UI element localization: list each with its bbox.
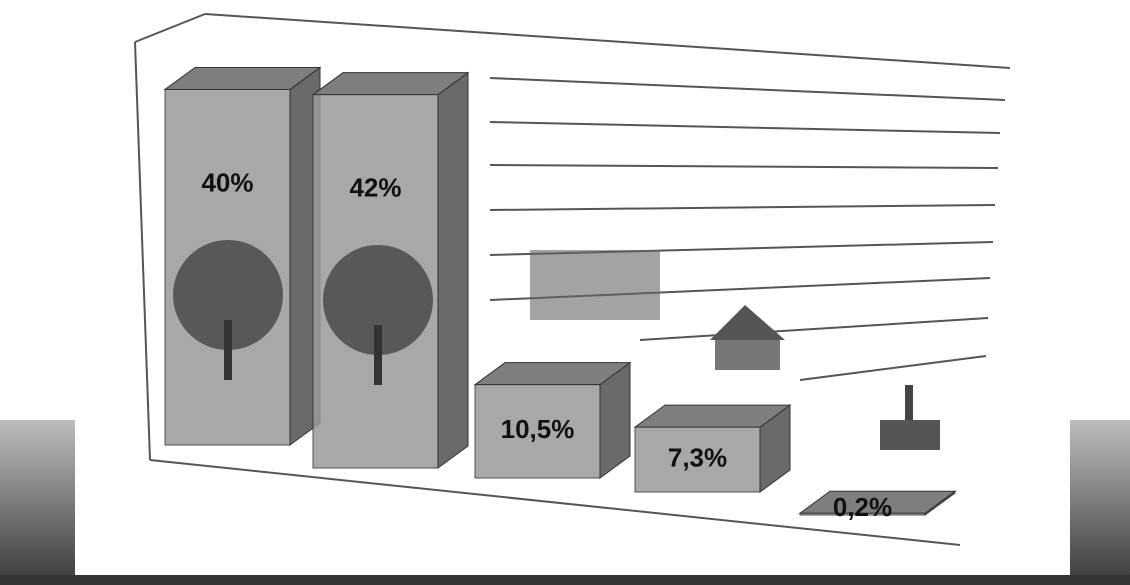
bar bbox=[798, 490, 957, 516]
frame-right bbox=[1070, 420, 1130, 585]
bar-side bbox=[437, 71, 469, 469]
bar bbox=[473, 361, 632, 479]
house-icon bbox=[715, 340, 780, 370]
frame-bottom bbox=[0, 575, 1130, 585]
value-label: 7,3% bbox=[668, 442, 727, 472]
grid-line bbox=[799, 355, 987, 381]
bar-front bbox=[634, 426, 761, 493]
grid-line bbox=[489, 164, 999, 169]
axis-top bbox=[134, 13, 206, 43]
grid-line bbox=[204, 13, 1011, 69]
value-label: 42% bbox=[349, 173, 401, 203]
frame-left bbox=[0, 420, 75, 585]
grid-line bbox=[489, 204, 996, 211]
factory-chimney bbox=[905, 385, 913, 420]
tree-icon bbox=[323, 245, 433, 355]
bar bbox=[633, 404, 792, 493]
tree-trunk bbox=[224, 320, 232, 380]
bar-front bbox=[799, 512, 926, 516]
grid-line bbox=[489, 121, 1001, 134]
bar-front bbox=[474, 384, 601, 479]
value-label: 40% bbox=[201, 167, 253, 197]
tree-icon bbox=[173, 240, 283, 350]
house-roof bbox=[710, 305, 785, 340]
grid-line bbox=[639, 317, 989, 341]
tree-trunk bbox=[374, 325, 382, 385]
x-axis bbox=[149, 459, 961, 546]
illustrations bbox=[173, 240, 940, 450]
factory-icon bbox=[880, 420, 940, 450]
y-axis bbox=[134, 41, 151, 461]
value-label: 0,2% bbox=[833, 492, 892, 522]
value-label: 10,5% bbox=[501, 414, 575, 444]
grid-line bbox=[489, 77, 1006, 101]
tractor-icon bbox=[530, 250, 660, 320]
